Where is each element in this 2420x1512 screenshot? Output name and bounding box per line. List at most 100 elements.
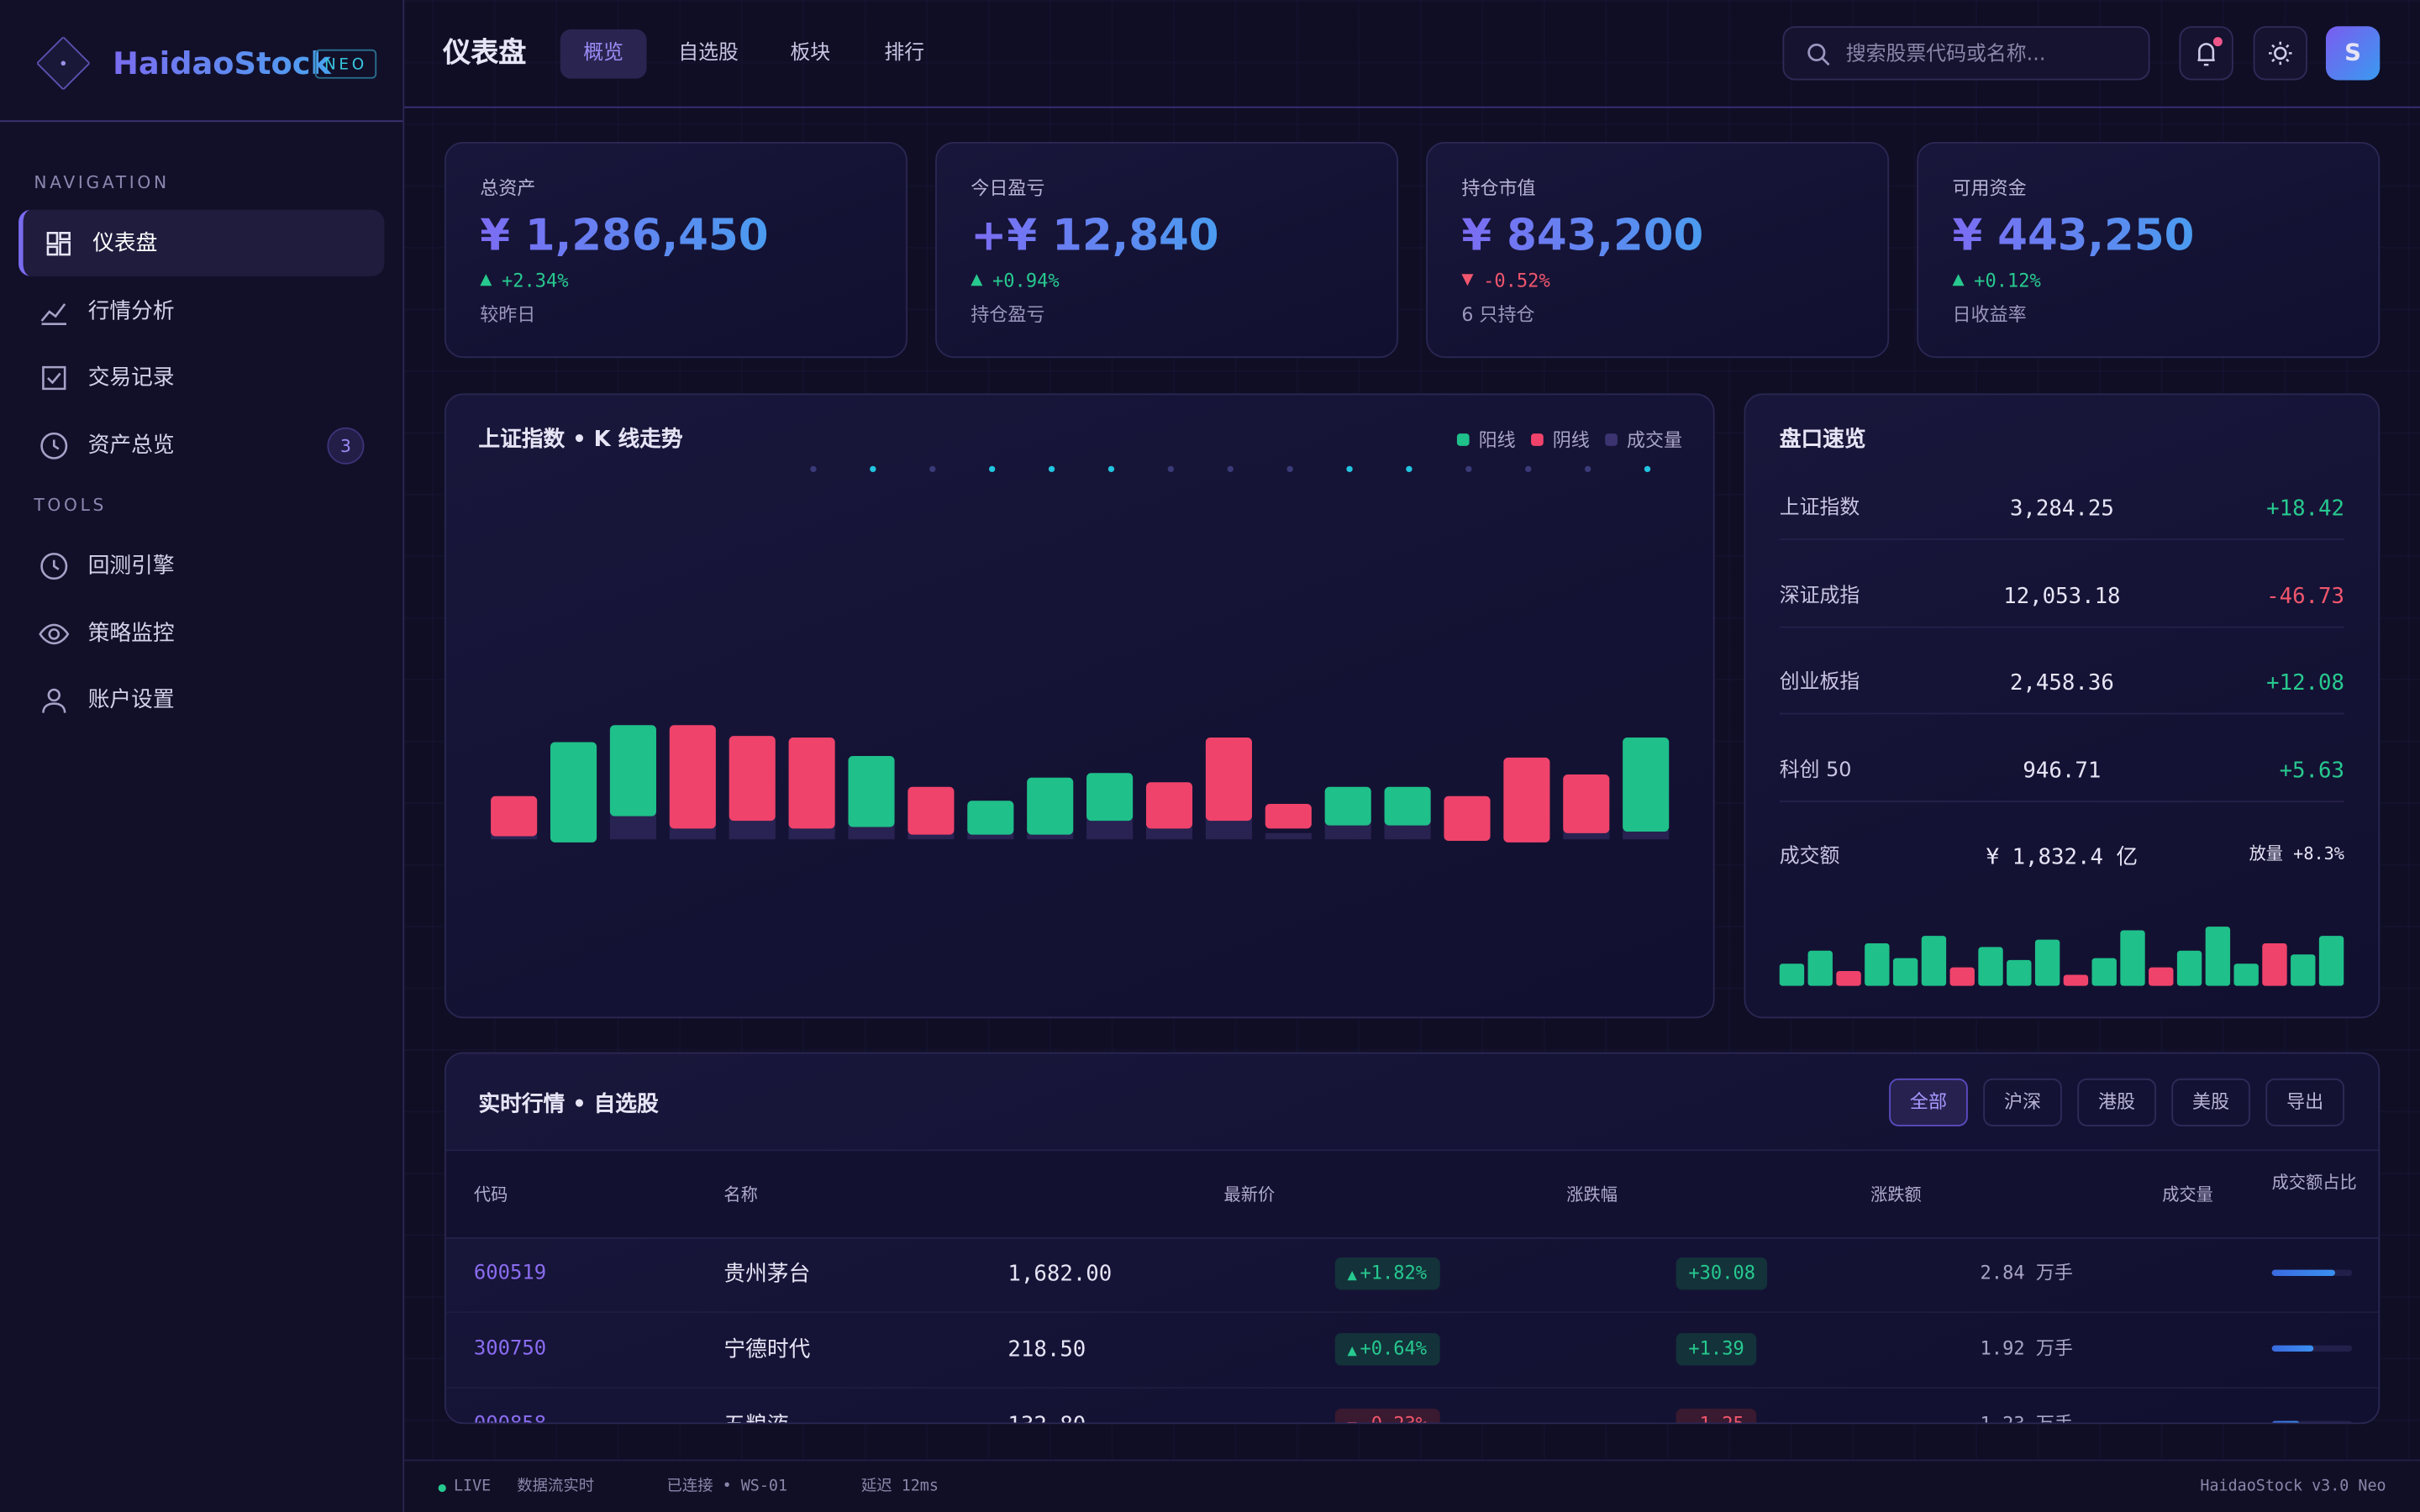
change-pill: ▲ +1.82%	[1334, 1257, 1439, 1290]
decor-dot	[988, 465, 996, 473]
page-title: 仪表盘	[443, 37, 527, 70]
quote-change: +18.42	[2266, 496, 2345, 522]
candle-body	[669, 725, 716, 829]
nav-section-title: TOOLS	[34, 495, 108, 516]
candle-body	[729, 736, 776, 822]
avatar[interactable]: S	[2325, 26, 2381, 81]
quote-name: 深证成指	[1779, 584, 1860, 607]
nav-item[interactable]: 策略监控	[18, 600, 384, 666]
mini-bar	[1949, 967, 1975, 986]
icon-path	[42, 365, 66, 391]
legend-swatch	[1456, 433, 1470, 446]
row-divider	[1779, 625, 2345, 627]
column-header: 涨跌额	[1870, 1184, 1922, 1205]
quote-value: ¥ 1,832.4 亿	[1986, 846, 2139, 871]
mini-bar	[1807, 950, 1833, 986]
search-placeholder: 搜索股票代码或名称...	[1845, 43, 2046, 66]
mini-bar	[2233, 963, 2259, 986]
stat-label: 总资产	[480, 177, 536, 199]
mini-bar	[2205, 927, 2231, 986]
footer-stream: 数据流实时	[517, 1478, 595, 1495]
filter-button[interactable]: 全部	[1889, 1078, 1968, 1126]
legend-label: 成交量	[1627, 430, 1682, 451]
mini-bar	[2318, 936, 2344, 986]
quote-value: 946.71	[2023, 759, 2102, 784]
decor-dot	[1465, 465, 1472, 473]
nav-item[interactable]: 账户设置	[18, 666, 384, 732]
filter-button[interactable]: 导出	[2265, 1078, 2345, 1126]
icon-path	[40, 431, 68, 459]
panel-title: 上证指数 • K 线走势	[478, 427, 683, 453]
stat-value: ¥ 843,200	[1461, 209, 1704, 261]
stat-change: -0.52%	[1483, 270, 1550, 292]
stock-volume: 2.84 万手	[1980, 1262, 2073, 1284]
mini-bar	[1892, 958, 1918, 986]
nav-icon	[40, 553, 68, 580]
stock-price: 218.50	[1007, 1337, 1086, 1362]
icon-path	[39, 622, 70, 644]
column-header: 最新价	[1223, 1184, 1276, 1205]
stock-code: 000858	[474, 1415, 546, 1422]
stock-volume: 1.92 万手	[1980, 1337, 2073, 1360]
stat-arrow: ▲	[971, 271, 983, 289]
stat-change: +0.12%	[1974, 270, 2041, 292]
stat-note: 持仓盈亏	[971, 303, 1045, 326]
notifications[interactable]	[2179, 26, 2233, 81]
decor-dot	[1167, 465, 1175, 473]
nav-item[interactable]: 仪表盘	[18, 209, 385, 276]
volume-bar	[1145, 827, 1193, 840]
brand: HaidaoStock	[113, 45, 332, 82]
candle-body	[1623, 737, 1670, 832]
stat-note: 日收益率	[1952, 303, 2027, 326]
candle-body	[908, 786, 955, 835]
quote-value: 3,284.25	[2009, 496, 2114, 522]
quote-name: 科创 50	[1779, 759, 1852, 782]
sun-icon	[2269, 41, 2292, 66]
volume-bar	[729, 817, 776, 840]
mini-bar	[1836, 971, 1861, 986]
nav-item[interactable]: 行情分析	[18, 277, 384, 344]
change-pill: ▲ +0.64%	[1334, 1332, 1439, 1366]
legend-swatch	[1605, 433, 1618, 446]
decor-dot	[1227, 465, 1234, 473]
quote-name: 创业板指	[1779, 671, 1860, 695]
nav-item[interactable]: 交易记录	[18, 344, 384, 411]
stock-code: 300750	[473, 1337, 547, 1362]
search-box[interactable]: 搜索股票代码或名称...	[1782, 26, 2150, 81]
filter-button[interactable]: 美股	[2171, 1078, 2250, 1126]
tab[interactable]: 自选股	[678, 41, 739, 66]
row-divider	[445, 1311, 2379, 1314]
legend-label: 阳线	[1479, 430, 1516, 451]
candle-body	[848, 756, 895, 827]
nav-icon	[39, 622, 70, 644]
column-header: 成交额占比	[2271, 1172, 2357, 1193]
decor-dot	[1107, 465, 1115, 473]
tab[interactable]: 概览	[560, 29, 647, 79]
bell-icon	[2197, 37, 2223, 66]
stat-card: 总资产 ¥ 1,286,450 ▲ +2.34% 较昨日	[444, 141, 908, 359]
nav-item[interactable]: 资产总览 3	[18, 411, 384, 477]
row-divider	[1779, 712, 2345, 715]
tab[interactable]: 板块	[790, 41, 831, 66]
nav-label: 行情分析	[87, 298, 175, 323]
candle-body	[491, 795, 538, 837]
nav-label: 账户设置	[87, 688, 175, 713]
decor-dot	[929, 465, 936, 473]
brand-badge: NEO	[314, 49, 377, 79]
share-bar	[2271, 1345, 2314, 1352]
nav-item[interactable]: 回测引擎	[18, 533, 384, 599]
footer-connection: 已连接 • WS-01	[666, 1478, 788, 1495]
mini-bar	[2120, 930, 2145, 986]
filter-button[interactable]: 港股	[2077, 1078, 2156, 1126]
mini-bar	[1978, 947, 2003, 986]
stat-card: 持仓市值 ¥ 843,200 ▼ -0.52% 6 只持仓	[1426, 141, 1890, 359]
theme-toggle[interactable]	[2253, 26, 2307, 81]
table-header	[445, 1149, 2379, 1239]
nav-icon	[42, 688, 66, 713]
tab[interactable]: 排行	[884, 41, 925, 66]
filter-button[interactable]: 沪深	[1983, 1078, 2062, 1126]
decor-dot	[1525, 465, 1532, 473]
quote-change: +12.08	[2266, 671, 2345, 696]
candle-body	[1205, 737, 1252, 822]
